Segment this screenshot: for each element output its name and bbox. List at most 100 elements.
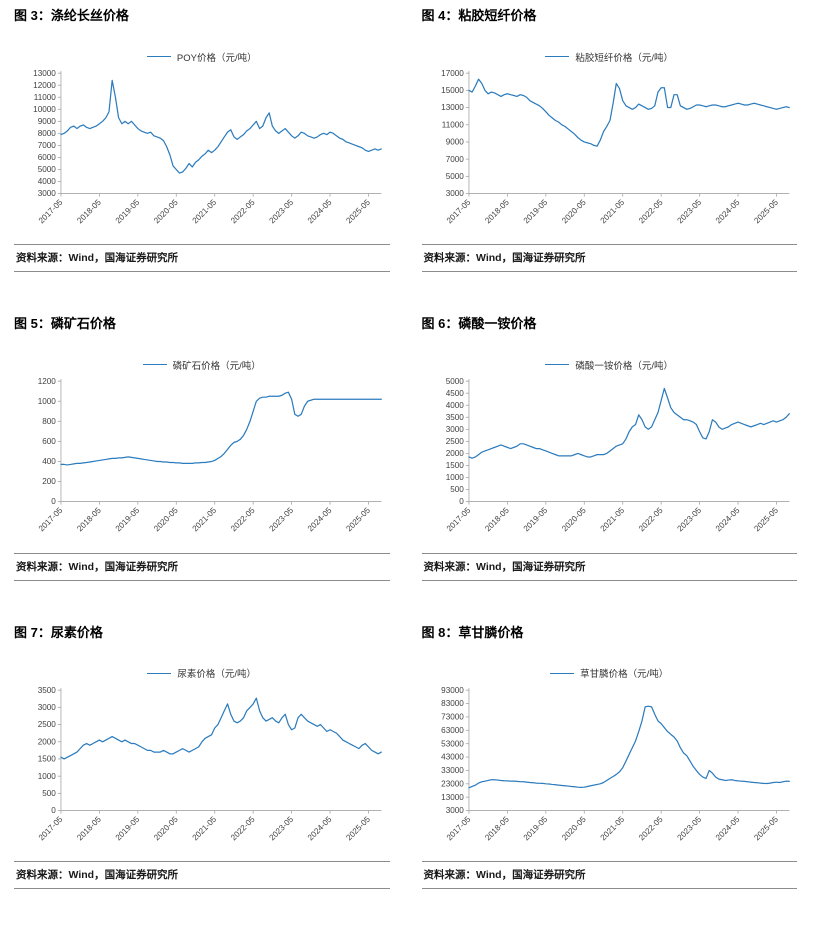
- chart-legend: 草甘膦价格（元/吨）: [422, 667, 798, 680]
- svg-text:2023-05: 2023-05: [675, 197, 703, 225]
- svg-text:2019-05: 2019-05: [521, 197, 549, 225]
- svg-text:2022-05: 2022-05: [229, 814, 257, 842]
- svg-text:2022-05: 2022-05: [229, 197, 257, 225]
- svg-text:7000: 7000: [445, 155, 464, 164]
- svg-text:2021-05: 2021-05: [191, 814, 219, 842]
- svg-text:2025-05: 2025-05: [752, 197, 780, 225]
- chart-legend: 磷矿石价格（元/吨）: [14, 358, 390, 372]
- svg-text:2025-05: 2025-05: [344, 506, 372, 534]
- svg-text:2018-05: 2018-05: [483, 814, 511, 842]
- svg-text:83000: 83000: [441, 699, 464, 708]
- source-text: 资料来源：Wind，国海证券研究所: [423, 252, 586, 265]
- svg-text:400: 400: [42, 457, 56, 466]
- svg-text:2018-05: 2018-05: [483, 506, 511, 534]
- svg-text:1200: 1200: [38, 377, 57, 386]
- svg-text:2021-05: 2021-05: [598, 814, 626, 842]
- svg-text:500: 500: [42, 789, 56, 798]
- svg-text:1500: 1500: [38, 754, 57, 763]
- svg-text:2020-05: 2020-05: [152, 197, 180, 225]
- svg-text:0: 0: [459, 498, 464, 507]
- svg-text:2025-05: 2025-05: [344, 197, 372, 225]
- svg-text:2017-05: 2017-05: [444, 197, 472, 225]
- svg-text:2023-05: 2023-05: [268, 814, 296, 842]
- source-row: 资料来源：Wind，国海证券研究所: [421, 860, 797, 889]
- svg-text:3000: 3000: [38, 703, 57, 712]
- legend-line-marker: [545, 364, 570, 366]
- svg-text:3500: 3500: [38, 685, 57, 694]
- svg-text:3000: 3000: [38, 189, 57, 198]
- plot-area: 3000 5000 7000 9000 11000 13000 15000 17000 2017…: [441, 69, 790, 225]
- svg-text:2021-05: 2021-05: [191, 197, 219, 225]
- svg-text:2018-05: 2018-05: [75, 814, 103, 842]
- line-chart: 磷矿石价格（元/吨） 0 200 400 600 800 1000 1200 2017-05 2…: [14, 358, 390, 540]
- svg-text:1500: 1500: [445, 461, 464, 470]
- figure-title: 图 6：磷酸一铵价格: [421, 316, 537, 332]
- svg-text:0: 0: [51, 498, 56, 507]
- svg-text:2017-05: 2017-05: [444, 814, 472, 842]
- figure-title: 图 8：草甘膦价格: [421, 624, 524, 640]
- svg-text:3000: 3000: [445, 189, 464, 198]
- svg-text:2021-05: 2021-05: [598, 506, 626, 534]
- svg-text:2000: 2000: [445, 449, 464, 458]
- svg-text:2017-05: 2017-05: [37, 506, 65, 534]
- figure-5-phosphate-rock: 图 5：磷矿石价格 磷矿石价格（元/吨） 0 200 400 600 800 1000 12…: [14, 316, 390, 581]
- figure-3-polyester-filament: 图 3：涤纶长丝价格 POY价格（元/吨） 3000 4000 5000 6000 70…: [14, 8, 390, 273]
- legend-line-marker: [146, 56, 171, 57]
- plot-area: 0 200 400 600 800 1000 1200 2017-05 2018-05 2019-…: [37, 377, 382, 534]
- svg-text:1000: 1000: [38, 397, 57, 406]
- legend-line-marker: [147, 672, 172, 674]
- svg-text:2023-05: 2023-05: [268, 197, 296, 225]
- svg-text:2017-05: 2017-05: [37, 814, 65, 842]
- source-row: 资料来源：Wind，国海证券研究所: [421, 552, 797, 581]
- legend-label: 尿素价格（元/吨）: [177, 669, 257, 681]
- plot-area: 0 500 1000 1500 2000 2500 3000 3500 2017-05 2018-…: [37, 685, 382, 842]
- svg-text:2500: 2500: [38, 720, 57, 729]
- source-text: 资料来源：Wind，国海证券研究所: [16, 252, 179, 265]
- svg-text:11000: 11000: [34, 93, 57, 102]
- chart-legend: 粘胶短纤价格（元/吨）: [422, 50, 798, 64]
- svg-text:23000: 23000: [441, 779, 464, 788]
- source-text: 资料来源：Wind，国海证券研究所: [423, 560, 586, 573]
- line-chart: POY价格（元/吨） 3000 4000 5000 6000 7000 8000 9000 1…: [14, 50, 390, 232]
- svg-text:800: 800: [42, 417, 56, 426]
- line-chart: 磷酸一铵价格（元/吨） 0 500 1000 1500 2000 2500 3000 3500…: [422, 358, 798, 540]
- legend-label: 磷矿石价格（元/吨）: [172, 360, 261, 372]
- svg-text:2024-05: 2024-05: [306, 814, 334, 842]
- line-chart: 草甘膦价格（元/吨） 3000 13000 23000 33000 43000 53000…: [422, 667, 798, 849]
- svg-text:11000: 11000: [441, 120, 464, 129]
- svg-text:2020-05: 2020-05: [560, 506, 588, 534]
- svg-text:2022-05: 2022-05: [637, 814, 665, 842]
- svg-text:2018-05: 2018-05: [483, 197, 511, 225]
- svg-text:9000: 9000: [38, 117, 57, 126]
- svg-text:2020-05: 2020-05: [560, 814, 588, 842]
- svg-text:3000: 3000: [445, 806, 464, 815]
- figure-4-viscose-staple: 图 4：粘胶短纤价格 粘胶短纤价格（元/吨） 3000 5000 7000 9000 1…: [421, 8, 798, 273]
- svg-text:2024-05: 2024-05: [306, 197, 334, 225]
- svg-text:2024-05: 2024-05: [713, 814, 741, 842]
- svg-text:33000: 33000: [441, 766, 464, 775]
- legend-label: 草甘膦价格（元/吨）: [580, 669, 669, 681]
- figure-title: 图 3：涤纶长丝价格: [14, 8, 129, 23]
- svg-text:2023-05: 2023-05: [268, 506, 296, 534]
- svg-text:500: 500: [450, 485, 464, 494]
- svg-text:7000: 7000: [38, 141, 57, 150]
- svg-text:2024-05: 2024-05: [306, 506, 334, 534]
- svg-text:2022-05: 2022-05: [229, 506, 257, 534]
- line-chart: 尿素价格（元/吨） 0 500 1000 1500 2000 2500 3000 3500 20…: [14, 667, 390, 849]
- svg-text:5000: 5000: [445, 172, 464, 181]
- svg-text:2017-05: 2017-05: [444, 506, 472, 534]
- svg-text:2500: 2500: [445, 437, 464, 446]
- figure-7-urea: 图 7：尿素价格 尿素价格（元/吨） 0 500 1000 1500 2000 2500 3…: [14, 625, 390, 889]
- svg-text:2019-05: 2019-05: [114, 197, 142, 225]
- figure-title: 图 5：磷矿石价格: [14, 316, 116, 332]
- svg-text:4000: 4000: [38, 177, 57, 186]
- svg-text:4500: 4500: [445, 389, 464, 398]
- svg-text:4000: 4000: [445, 401, 464, 410]
- chart-legend: POY价格（元/吨）: [14, 50, 390, 64]
- svg-text:200: 200: [42, 477, 56, 486]
- svg-text:2019-05: 2019-05: [114, 506, 142, 534]
- svg-text:2022-05: 2022-05: [637, 506, 665, 534]
- svg-text:13000: 13000: [441, 792, 464, 801]
- svg-text:8000: 8000: [38, 129, 57, 138]
- svg-text:17000: 17000: [441, 69, 464, 78]
